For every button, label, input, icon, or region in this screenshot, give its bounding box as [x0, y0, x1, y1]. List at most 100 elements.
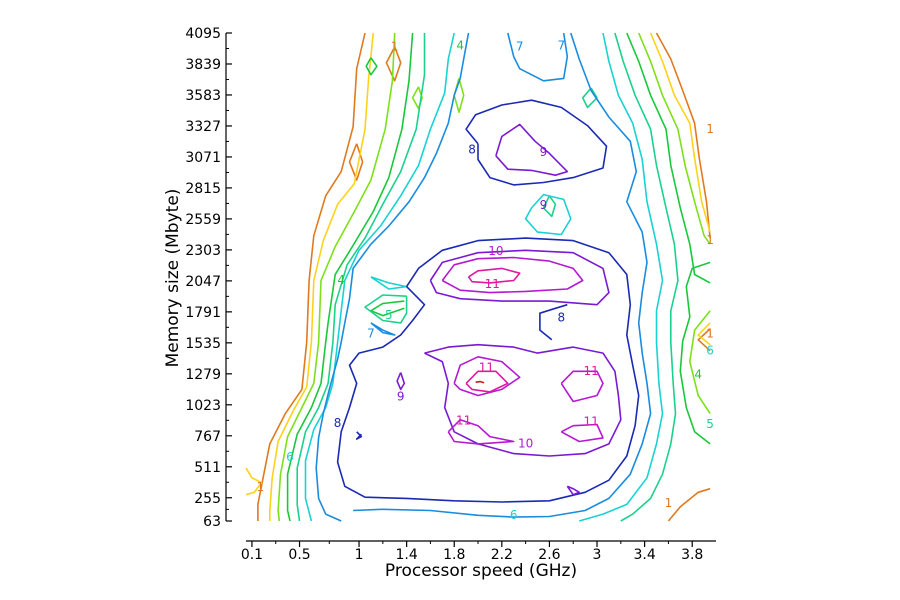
contour-label-19: 10 — [518, 437, 533, 451]
contour-label-6: 9 — [540, 198, 548, 212]
x-axis-title: Processor speed (GHz) — [385, 561, 577, 581]
y-axis-title: Memory size (Mbyte) — [163, 189, 183, 368]
contour-line-level-2-1 — [649, 32, 711, 233]
contour-label-13: 5 — [385, 308, 393, 322]
contour-line-level-6-3 — [370, 276, 408, 290]
contour-line-level-5-2 — [364, 294, 408, 324]
y-tick-label-9: 2303 — [185, 243, 221, 259]
y-axis: 63 255 511 767 1023 1279 1535 1791 2047 2303 2559 2… — [185, 26, 232, 530]
contour-line-level-10-1 — [453, 355, 521, 397]
contour-line-level-2-3 — [697, 322, 711, 346]
contour-line-level-1-4 — [348, 143, 364, 181]
contour-line-level-1-3 — [385, 46, 402, 82]
contour-label-12: 4 — [337, 273, 345, 287]
contour-line-level-4-1 — [626, 32, 711, 284]
contour-label-5: 9 — [540, 145, 548, 159]
contour-line-level-8-2 — [539, 303, 568, 341]
contour-label-21: 8 — [334, 416, 342, 430]
contour-line-level-9-2 — [396, 372, 406, 391]
contour-line-level-4-2 — [679, 261, 711, 445]
contour-line-level-10-3 — [560, 370, 604, 403]
y-tick-label-16: 4095 — [185, 26, 221, 42]
y-tick-label-11: 2815 — [185, 181, 221, 197]
contour-line-level-1-2 — [667, 487, 711, 522]
contour-label-16: 11 — [583, 364, 598, 378]
x-tick-label-2: 1 — [355, 547, 364, 563]
contour-line-level-3-2 — [688, 310, 711, 415]
contour-label-23: 1 — [256, 480, 264, 494]
contour-line-level-9-3 — [424, 343, 622, 457]
y-tick-label-0: 63 — [203, 514, 221, 530]
contour-line-level-5-0 — [296, 33, 426, 522]
x-tick-label-0: 0.1 — [241, 547, 263, 563]
x-axis: 0.1 0.5 1 1.4 1.8 2.2 2.6 3 3.4 3.8 — [241, 540, 716, 563]
contour-label-4: 8 — [468, 142, 476, 156]
contour-line-level-9-4 — [566, 485, 581, 496]
x-tick-label-8: 3.4 — [633, 547, 655, 563]
contour-line-level-8-3 — [355, 431, 363, 440]
contour-line-level-1-5 — [697, 328, 711, 352]
contour-label-14: 7 — [367, 326, 375, 340]
contour-label-25: 4 — [694, 368, 702, 382]
y-tick-label-15: 3839 — [185, 57, 221, 73]
y-tick-label-14: 3583 — [185, 88, 221, 104]
contour-line-level-4-4 — [365, 57, 378, 76]
contour-line-level-1-1 — [655, 32, 711, 239]
contour-label-8: 1 — [706, 233, 714, 247]
contour-line-level-2-2 — [245, 467, 263, 496]
contour-lines-layer — [245, 32, 711, 522]
contour-label-27: 1 — [665, 496, 673, 510]
contour-label-29: 6 — [706, 343, 714, 357]
contour-label-3: 7 — [557, 38, 565, 52]
contour-line-level-5-3 — [542, 195, 557, 218]
y-tick-label-1: 255 — [194, 491, 221, 507]
contour-label-22: 6 — [286, 450, 294, 464]
contour-line-level-10-4 — [560, 423, 604, 443]
x-tick-label-1: 0.5 — [288, 547, 310, 563]
contour-label-7: 1 — [706, 122, 714, 136]
contour-label-17: 9 — [397, 389, 405, 403]
contour-line-level-4-0 — [286, 32, 414, 522]
contour-label-24: 6 — [510, 508, 518, 522]
x-tick-label-6: 2.6 — [538, 547, 560, 563]
contour-line-level-8-0 — [465, 99, 608, 186]
contour-label-28: 1 — [706, 326, 714, 340]
contour-label-9: 10 — [488, 244, 503, 258]
contour-line-level-7-3 — [370, 322, 396, 336]
contour-line-level-7-2 — [353, 32, 652, 518]
contour-label-26: 5 — [706, 417, 714, 431]
contour-line-level-1-0 — [257, 32, 366, 521]
y-tick-label-10: 2559 — [185, 212, 221, 228]
contour-line-level-2-0 — [268, 32, 375, 521]
contour-line-level-7-1 — [507, 32, 569, 82]
y-tick-label-7: 1791 — [185, 305, 221, 321]
y-tick-label-6: 1535 — [185, 336, 221, 352]
contour-line-level-11-1 — [465, 370, 509, 393]
contour-line-level-7-0 — [315, 32, 470, 522]
x-tick-label-4: 1.8 — [443, 547, 465, 563]
contour-label-11: 8 — [557, 311, 565, 325]
contour-line-level-12-0 — [475, 380, 485, 384]
contour-line-level-6-0 — [304, 32, 455, 522]
y-tick-label-2: 511 — [194, 460, 221, 476]
contour-label-20: 11 — [583, 415, 598, 429]
y-tick-label-12: 3071 — [185, 150, 221, 166]
contour-label-10: 11 — [485, 277, 500, 291]
contour-label-18: 11 — [456, 414, 471, 428]
y-tick-label-5: 1279 — [185, 367, 221, 383]
y-tick-label-3: 767 — [194, 429, 221, 445]
contour-label-1: 4 — [456, 38, 464, 52]
x-tick-label-3: 1.4 — [396, 547, 418, 563]
contour-label-2: 7 — [516, 40, 524, 54]
contour-line-level-8-1 — [336, 237, 640, 503]
contour-line-level-11-0 — [467, 267, 521, 284]
y-tick-label-13: 3327 — [185, 119, 221, 135]
x-tick-label-9: 3.8 — [681, 547, 703, 563]
y-tick-label-4: 1023 — [185, 398, 221, 414]
contour-line-level-6-1 — [578, 32, 664, 522]
contour-line-level-9-0 — [495, 123, 569, 176]
contour-line-level-3-0 — [277, 32, 396, 522]
contour-line-level-6-2 — [524, 193, 572, 236]
